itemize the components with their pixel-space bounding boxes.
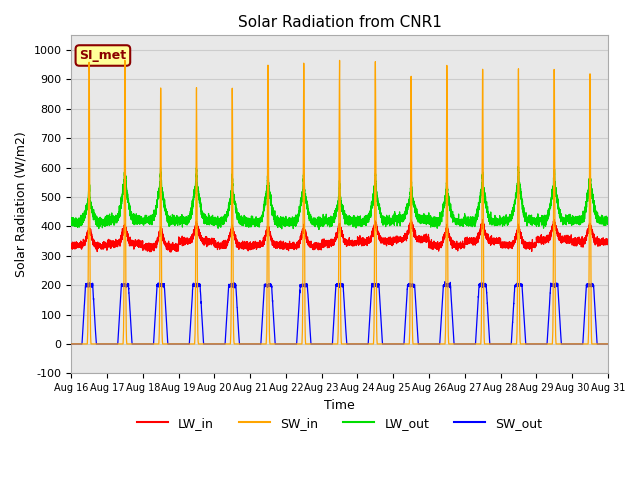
Text: SI_met: SI_met — [79, 49, 127, 62]
X-axis label: Time: Time — [324, 398, 355, 412]
Title: Solar Radiation from CNR1: Solar Radiation from CNR1 — [237, 15, 442, 30]
Y-axis label: Solar Radiation (W/m2): Solar Radiation (W/m2) — [15, 132, 28, 277]
Legend: LW_in, SW_in, LW_out, SW_out: LW_in, SW_in, LW_out, SW_out — [132, 412, 547, 435]
